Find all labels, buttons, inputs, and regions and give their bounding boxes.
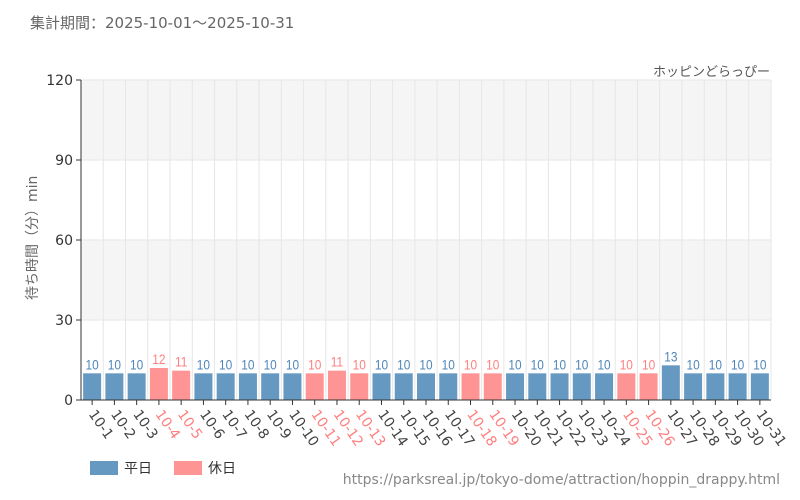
bar-10-5 (172, 370, 191, 400)
data-label: 10 (709, 356, 722, 372)
data-label: 10 (642, 356, 655, 372)
period-label: 集計期間：2025-10-01～2025-10-31 (30, 14, 295, 32)
bar-10-21 (528, 373, 547, 400)
data-label: 10 (531, 356, 544, 372)
data-label: 10 (464, 356, 477, 372)
data-label: 10 (286, 356, 299, 372)
legend-weekday-label: 平日 (124, 461, 152, 477)
bar-10-31 (750, 373, 769, 400)
data-label: 10 (553, 356, 566, 372)
bar-10-17 (439, 373, 458, 400)
data-label: 10 (197, 356, 210, 372)
legend-holiday-label: 休日 (208, 461, 236, 477)
data-label: 10 (753, 356, 766, 372)
data-label: 10 (486, 356, 499, 372)
data-label: 10 (442, 356, 455, 372)
data-label: 10 (686, 356, 699, 372)
bar-10-28 (684, 373, 703, 400)
data-label: 13 (664, 348, 677, 364)
y-tick-label: 60 (55, 233, 73, 249)
data-label: 10 (597, 356, 610, 372)
data-label: 10 (264, 356, 277, 372)
bar-10-22 (550, 373, 569, 400)
bar-10-24 (595, 373, 614, 400)
data-label: 10 (241, 356, 254, 372)
bar-10-23 (572, 373, 591, 400)
bar-10-3 (127, 373, 146, 400)
grid-band (81, 240, 771, 320)
bar-10-14 (372, 373, 391, 400)
data-label: 10 (508, 356, 521, 372)
legend-holiday-swatch (174, 461, 202, 475)
bar-10-20 (506, 373, 525, 400)
bar-10-27 (661, 365, 680, 400)
bar-10-18 (461, 373, 480, 400)
data-label: 10 (419, 356, 432, 372)
y-tick-label: 30 (55, 313, 73, 329)
data-label: 10 (130, 356, 143, 372)
data-label: 10 (375, 356, 388, 372)
bar-10-12 (327, 370, 346, 400)
bar-10-10 (283, 373, 302, 400)
bar-10-8 (238, 373, 257, 400)
data-label: 10 (620, 356, 633, 372)
legend-weekday-swatch (90, 461, 118, 475)
bar-10-16 (417, 373, 435, 400)
y-tick-label: 90 (55, 153, 73, 169)
bar-10-9 (261, 373, 280, 400)
y-tick-label: 120 (46, 73, 73, 89)
bar-10-2 (105, 373, 124, 400)
legend-holiday[interactable]: 休日 (174, 458, 236, 478)
data-label: 10 (397, 356, 410, 372)
data-label: 10 (731, 356, 744, 372)
bar-10-30 (728, 373, 747, 400)
bar-10-26 (639, 373, 658, 400)
data-label: 10 (575, 356, 588, 372)
chart-title: ホッピンどらっぴー (652, 65, 770, 80)
legend-weekday[interactable]: 平日 (90, 458, 152, 478)
bar-10-7 (216, 373, 235, 400)
data-label: 10 (108, 356, 121, 372)
bar-10-6 (194, 373, 213, 400)
data-label: 11 (175, 354, 187, 370)
data-label: 10 (219, 356, 232, 372)
bar-10-4 (149, 368, 168, 400)
data-label: 10 (353, 356, 366, 372)
bar-10-29 (706, 373, 725, 400)
legend: 平日 休日 (90, 458, 236, 478)
bar-10-13 (350, 373, 369, 400)
source-url[interactable]: https://parksreal.jp/tokyo-dome/attracti… (342, 472, 780, 488)
bar-10-19 (483, 373, 502, 400)
grid-band (81, 80, 771, 160)
bar-10-15 (394, 373, 413, 400)
data-label: 10 (308, 356, 321, 372)
bar-10-11 (305, 373, 324, 400)
y-tick-label: 0 (64, 393, 73, 409)
data-label: 11 (331, 354, 343, 370)
data-label: 10 (86, 356, 99, 372)
bar-10-25 (617, 373, 636, 400)
bar-10-1 (83, 373, 102, 400)
data-label: 12 (152, 351, 165, 367)
